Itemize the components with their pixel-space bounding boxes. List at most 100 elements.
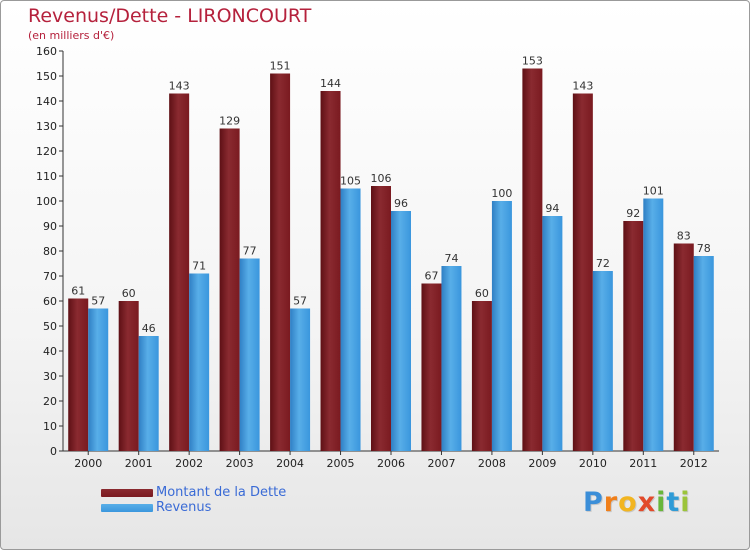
x-tick-label: 2006 bbox=[377, 457, 405, 470]
y-tick-label: 100 bbox=[36, 195, 57, 208]
bar-dette bbox=[219, 128, 240, 451]
data-label-revenus: 74 bbox=[444, 252, 458, 265]
y-tick-label: 150 bbox=[36, 70, 57, 83]
y-tick-label: 70 bbox=[43, 270, 57, 283]
chart-subtitle: (en milliers d'€) bbox=[28, 29, 115, 42]
data-label-dette: 67 bbox=[424, 270, 438, 283]
data-label-revenus: 101 bbox=[643, 185, 664, 198]
y-tick-label: 0 bbox=[50, 445, 57, 458]
data-label-dette: 151 bbox=[270, 60, 291, 73]
y-tick-label: 30 bbox=[43, 370, 57, 383]
bar-dette bbox=[320, 91, 341, 451]
data-label-dette: 83 bbox=[677, 230, 691, 243]
bar-revenus bbox=[542, 216, 563, 451]
bar-revenus bbox=[643, 198, 664, 451]
bar-revenus bbox=[592, 271, 613, 451]
data-label-dette: 143 bbox=[572, 80, 593, 93]
x-tick-label: 2003 bbox=[226, 457, 254, 470]
logo-letter: x bbox=[637, 487, 657, 518]
bar-dette bbox=[471, 301, 492, 451]
x-axis: 2000 2001 2002 2003 2004 2005 2006 2007 2008 2009… bbox=[63, 450, 719, 470]
data-label-dette: 153 bbox=[522, 55, 543, 68]
bar-dette bbox=[270, 73, 291, 451]
bar-revenus bbox=[441, 266, 462, 451]
y-tick-label: 40 bbox=[43, 345, 57, 358]
logo-letter: i bbox=[656, 487, 667, 518]
y-tick-label: 90 bbox=[43, 220, 57, 233]
data-label-dette: 92 bbox=[626, 207, 640, 220]
x-tick-label: 2005 bbox=[327, 457, 355, 470]
x-tick-label: 2001 bbox=[125, 457, 153, 470]
bar-revenus bbox=[290, 308, 311, 451]
x-tick-label: 2011 bbox=[629, 457, 657, 470]
logo-letter: t bbox=[666, 487, 681, 518]
bar-revenus bbox=[340, 188, 361, 451]
chart-title: Revenus/Dette - LIRONCOURT bbox=[28, 5, 312, 27]
y-tick-label: 110 bbox=[36, 170, 57, 183]
data-label-revenus: 46 bbox=[142, 322, 156, 335]
data-label-revenus: 96 bbox=[394, 197, 408, 210]
bar-revenus bbox=[391, 211, 411, 451]
y-axis: 0 10 20 30 40 50 60 70 80 90 100 110 120 130 140 150 160 bbox=[36, 45, 64, 458]
y-tick-label: 120 bbox=[36, 145, 57, 158]
y-tick-label: 60 bbox=[43, 295, 57, 308]
bar-dette bbox=[572, 93, 593, 451]
data-label-revenus: 78 bbox=[697, 242, 711, 255]
data-label-dette: 60 bbox=[122, 287, 136, 300]
x-tick-label: 2000 bbox=[74, 457, 102, 470]
data-label-dette: 144 bbox=[320, 77, 341, 90]
y-tick-label: 160 bbox=[36, 45, 57, 58]
data-label-revenus: 77 bbox=[243, 245, 257, 258]
x-tick-label: 2004 bbox=[276, 457, 304, 470]
data-label-revenus: 105 bbox=[340, 175, 361, 188]
bar-revenus bbox=[138, 336, 159, 451]
logo-letter: i bbox=[680, 487, 691, 518]
data-label-dette: 143 bbox=[169, 80, 190, 93]
proxiti-logo: Proxiti bbox=[583, 487, 691, 518]
data-label-revenus: 100 bbox=[491, 187, 512, 200]
bar-dette bbox=[68, 298, 89, 451]
legend-swatch-dette bbox=[101, 489, 153, 497]
logo-letter: P bbox=[583, 487, 604, 518]
data-label-revenus: 72 bbox=[596, 257, 610, 270]
bar-revenus bbox=[693, 256, 714, 451]
bar-dette bbox=[371, 186, 391, 451]
y-tick-label: 80 bbox=[43, 245, 57, 258]
data-label-dette: 106 bbox=[371, 172, 392, 185]
bar-dette bbox=[623, 221, 644, 451]
logo-letter: o bbox=[618, 487, 638, 518]
legend-swatch-revenus bbox=[101, 504, 153, 512]
x-tick-label: 2012 bbox=[680, 457, 708, 470]
bar-dette bbox=[673, 243, 694, 451]
x-tick-label: 2008 bbox=[478, 457, 506, 470]
legend-label-revenus: Revenus bbox=[156, 500, 212, 515]
data-label-revenus: 71 bbox=[192, 260, 206, 273]
bar-dette bbox=[169, 93, 190, 451]
bar-revenus bbox=[491, 201, 512, 451]
data-label-revenus: 94 bbox=[545, 202, 559, 215]
data-label-dette: 60 bbox=[475, 287, 489, 300]
bar-revenus bbox=[88, 308, 109, 451]
bar-dette bbox=[522, 68, 543, 451]
legend-label-dette: Montant de la Dette bbox=[156, 485, 287, 500]
bar-dette bbox=[421, 283, 442, 451]
bar-revenus bbox=[189, 273, 210, 451]
logo-letter: r bbox=[603, 487, 619, 518]
x-tick-label: 2010 bbox=[579, 457, 607, 470]
bar-revenus bbox=[239, 258, 260, 451]
x-tick-label: 2002 bbox=[175, 457, 203, 470]
bar-dette bbox=[118, 301, 139, 451]
data-label-dette: 129 bbox=[219, 115, 240, 128]
y-tick-label: 140 bbox=[36, 95, 57, 108]
data-label-revenus: 57 bbox=[293, 295, 307, 308]
y-tick-label: 20 bbox=[43, 395, 57, 408]
y-tick-label: 10 bbox=[43, 420, 57, 433]
bars bbox=[68, 68, 714, 451]
y-tick-label: 130 bbox=[36, 120, 57, 133]
x-tick-label: 2009 bbox=[528, 457, 556, 470]
data-label-dette: 61 bbox=[71, 285, 85, 298]
data-label-revenus: 57 bbox=[91, 295, 105, 308]
